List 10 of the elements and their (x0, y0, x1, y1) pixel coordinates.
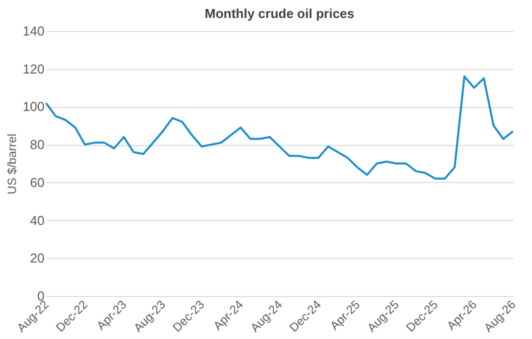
chart-title: Monthly crude oil prices (204, 6, 354, 21)
y-tick-label: 60 (30, 174, 44, 190)
y-tick-label: 120 (22, 61, 44, 76)
y-tick-label: 80 (30, 137, 44, 152)
line-series (45, 75, 514, 180)
y-tick-label: 140 (22, 24, 44, 38)
y-tick-label: 100 (22, 99, 44, 114)
y-axis-title: US $/barrel (4, 134, 19, 194)
y-tick-label: 40 (30, 212, 44, 228)
y-tick-label: 20 (30, 250, 44, 266)
